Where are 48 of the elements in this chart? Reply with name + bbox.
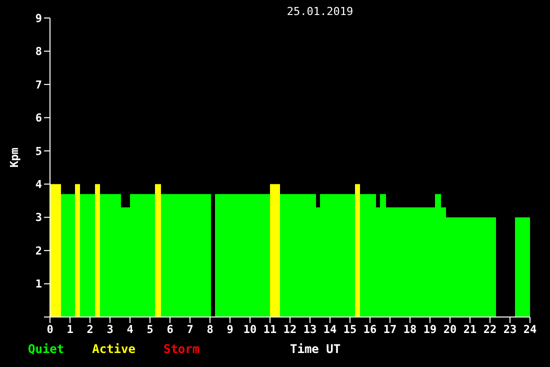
y-tick-label: 1 xyxy=(35,278,42,291)
x-tick-label: 1 xyxy=(66,322,74,336)
y-tick-label: 3 xyxy=(35,211,42,224)
x-tick-label: 22 xyxy=(483,322,497,336)
y-tick-label: 7 xyxy=(35,78,42,92)
bar xyxy=(80,194,95,317)
y-tick-label: 6 xyxy=(35,112,42,125)
y-tick-label: 8 xyxy=(35,45,42,58)
x-tick-label: 19 xyxy=(423,322,437,336)
x-tick-label: 10 xyxy=(243,322,257,336)
x-axis-title: Time UT xyxy=(290,342,341,356)
x-tick-label: 5 xyxy=(146,322,154,336)
x-tick-label: 8 xyxy=(206,322,214,336)
text: Active xyxy=(92,342,136,356)
x-tick-label: 4 xyxy=(126,322,134,336)
bar xyxy=(95,184,100,317)
x-tick-label: 23 xyxy=(503,322,517,336)
x-tick-label: 7 xyxy=(186,322,194,336)
y-tick-label: 4 xyxy=(35,178,42,192)
x-tick-label: 18 xyxy=(403,322,417,336)
x-tick-label: 14 xyxy=(323,322,337,336)
y-tick-label: 9 xyxy=(35,12,42,25)
x-tick-label: 13 xyxy=(303,322,317,336)
x-tick-label: 20 xyxy=(443,322,457,336)
bar xyxy=(355,184,360,317)
bar xyxy=(75,184,80,317)
x-tick-label: 3 xyxy=(106,322,114,336)
chart-title: 25.01.2019 xyxy=(286,5,354,18)
x-tick-label: 2 xyxy=(86,322,94,336)
text: Quiet xyxy=(28,342,64,356)
y-tick-label: 5 xyxy=(35,144,42,158)
x-tick-label: 0 xyxy=(46,322,54,336)
x-tick-label: 17 xyxy=(383,322,397,336)
x-tick-label: 11 xyxy=(263,322,277,336)
x-tick-label: 15 xyxy=(343,322,357,336)
bar xyxy=(155,184,161,317)
y-axis-title: Kpm xyxy=(8,147,21,168)
x-tick-label: 21 xyxy=(463,322,477,336)
bar xyxy=(515,217,530,317)
legend-label: Storm xyxy=(163,342,200,356)
x-tick-label: 24 xyxy=(523,322,537,336)
y-tick-label: 2 xyxy=(35,244,42,258)
x-tick-label: 12 xyxy=(283,322,297,336)
bar xyxy=(61,194,75,317)
bar xyxy=(360,194,376,317)
x-tick-label: 16 xyxy=(363,322,377,336)
x-tick-label: 6 xyxy=(166,322,174,336)
x-tick-label: 9 xyxy=(226,322,234,336)
